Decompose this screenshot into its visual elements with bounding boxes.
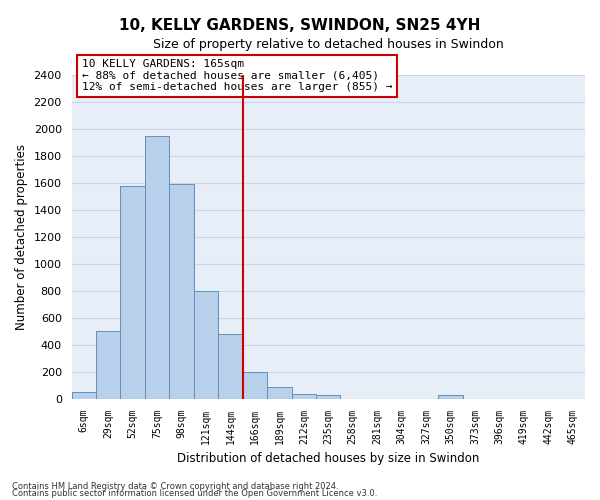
Text: Contains HM Land Registry data © Crown copyright and database right 2024.: Contains HM Land Registry data © Crown c… — [12, 482, 338, 491]
X-axis label: Distribution of detached houses by size in Swindon: Distribution of detached houses by size … — [177, 452, 479, 465]
Bar — [121, 186, 145, 398]
Bar — [438, 396, 463, 398]
Bar — [145, 136, 169, 398]
Bar — [292, 394, 316, 398]
Title: Size of property relative to detached houses in Swindon: Size of property relative to detached ho… — [153, 38, 503, 51]
Bar — [267, 386, 292, 398]
Bar — [96, 332, 121, 398]
Text: Contains public sector information licensed under the Open Government Licence v3: Contains public sector information licen… — [12, 490, 377, 498]
Bar — [218, 334, 242, 398]
Text: 10 KELLY GARDENS: 165sqm
← 88% of detached houses are smaller (6,405)
12% of sem: 10 KELLY GARDENS: 165sqm ← 88% of detach… — [82, 59, 392, 92]
Y-axis label: Number of detached properties: Number of detached properties — [15, 144, 28, 330]
Text: 10, KELLY GARDENS, SWINDON, SN25 4YH: 10, KELLY GARDENS, SWINDON, SN25 4YH — [119, 18, 481, 32]
Bar — [71, 392, 96, 398]
Bar — [316, 395, 340, 398]
Bar — [169, 184, 194, 398]
Bar — [194, 291, 218, 399]
Bar — [242, 372, 267, 398]
